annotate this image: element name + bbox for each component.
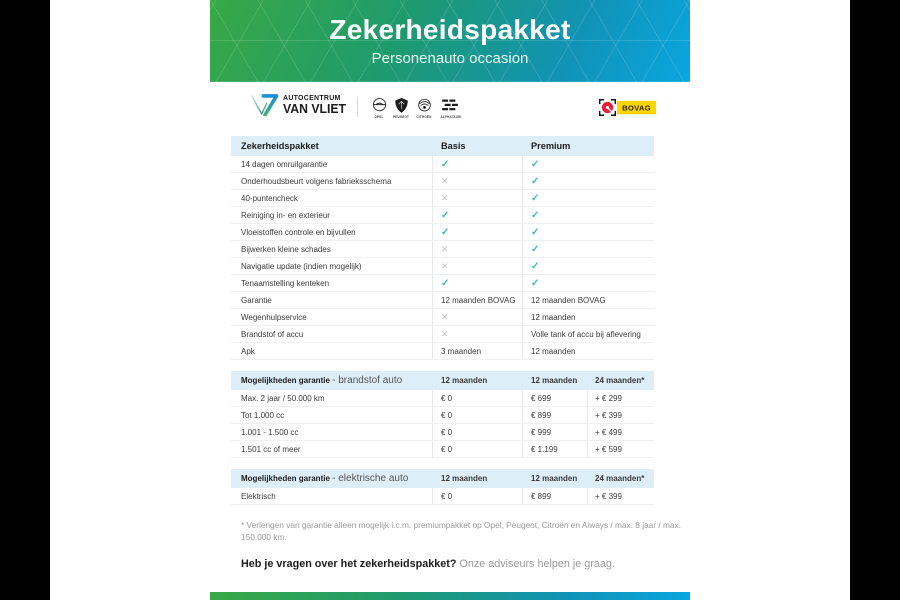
svg-text:BOVAG: BOVAG bbox=[622, 103, 651, 112]
